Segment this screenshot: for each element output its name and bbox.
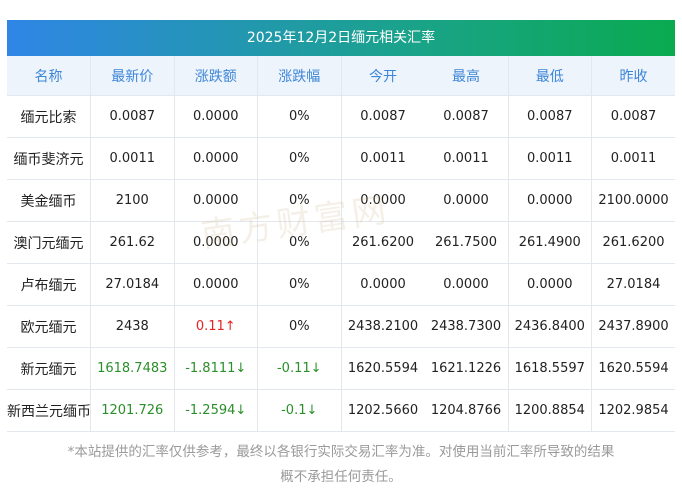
column-header: 涨跌幅 [257, 56, 342, 96]
currency-pair-name: 美金缅币 [7, 179, 91, 222]
table-row: 卢布缅元 27.0184 0.0000 0% 0.0000 0.0000 0.0000 27.… [7, 263, 675, 306]
cell-涨跌幅: 0% [257, 263, 342, 306]
rate-table: 名称 最新价 涨跌额 涨跌幅 今开 最高 最低 昨收 缅元比索 0.0087 0.0000 0% 0.… [7, 56, 675, 432]
table-row: 新元缅元 1618.7483 -1.8111↓ -0.11↓ 1620.5594 1621… [7, 347, 675, 390]
cell-涨跌额: 0.0000 [174, 221, 258, 264]
column-header: 今开 [341, 56, 425, 96]
cell-涨跌额: 0.0000 [174, 263, 258, 306]
cell-昨收: 1202.9854 [591, 389, 675, 432]
cell-最新价: 1618.7483 [90, 347, 175, 390]
cell-涨跌额: 0.11↑ [174, 305, 258, 348]
column-header: 昨收 [591, 56, 675, 96]
currency-pair-name: 新元缅元 [7, 347, 91, 390]
column-header: 最新价 [90, 56, 175, 96]
cell-昨收: 0.0011 [591, 137, 675, 180]
table-row: 澳门元缅元 261.62 0.0000 0% 261.6200 261.7500 261.4… [7, 221, 675, 264]
column-header: 最低 [508, 56, 592, 96]
cell-涨跌额: 0.0000 [174, 137, 258, 180]
cell-最高: 1204.8766 [424, 389, 509, 432]
header-row: 名称 最新价 涨跌额 涨跌幅 今开 最高 最低 昨收 [7, 56, 675, 96]
table-title: 2025年12月2日缅元相关汇率 [7, 20, 675, 56]
column-header: 名称 [7, 56, 91, 96]
column-header: 涨跌额 [174, 56, 258, 96]
cell-涨跌幅: 0% [257, 221, 342, 264]
cell-最低: 0.0000 [508, 179, 592, 222]
cell-最高: 0.0087 [424, 95, 509, 138]
currency-pair-name: 缅币斐济元 [7, 137, 91, 180]
table-row: 美金缅币 2100 0.0000 0% 0.0000 0.0000 0.0000 2100.0… [7, 179, 675, 222]
cell-最新价: 1201.726 [90, 389, 175, 432]
cell-最高: 0.0000 [424, 179, 509, 222]
cell-最新价: 2100 [90, 179, 175, 222]
cell-涨跌额: -1.2594↓ [174, 389, 258, 432]
cell-涨跌幅: 0% [257, 179, 342, 222]
cell-涨跌幅: 0% [257, 137, 342, 180]
cell-今开: 261.6200 [341, 221, 425, 264]
column-header: 最高 [424, 56, 509, 96]
currency-pair-name: 新西兰元缅币 [7, 389, 91, 432]
disclaimer: *本站提供的汇率仅供参考，最终以各银行实际交易汇率为准。对使用当前汇率所导致的结… [7, 440, 675, 490]
cell-昨收: 2100.0000 [591, 179, 675, 222]
cell-涨跌幅: 0% [257, 305, 342, 348]
cell-涨跌额: 0.0000 [174, 95, 258, 138]
cell-今开: 0.0000 [341, 263, 425, 306]
cell-最低: 261.4900 [508, 221, 592, 264]
currency-pair-name: 澳门元缅元 [7, 221, 91, 264]
cell-最低: 2436.8400 [508, 305, 592, 348]
cell-最高: 1621.1226 [424, 347, 509, 390]
cell-最高: 0.0000 [424, 263, 509, 306]
cell-昨收: 27.0184 [591, 263, 675, 306]
cell-最高: 2438.7300 [424, 305, 509, 348]
cell-最低: 1618.5597 [508, 347, 592, 390]
cell-涨跌额: 0.0000 [174, 179, 258, 222]
currency-pair-name: 缅元比索 [7, 95, 91, 138]
disclaimer-line-1: *本站提供的汇率仅供参考，最终以各银行实际交易汇率为准。对使用当前汇率所导致的结… [67, 444, 615, 460]
cell-涨跌幅: -0.1↓ [257, 389, 342, 432]
currency-pair-name: 卢布缅元 [7, 263, 91, 306]
cell-昨收: 1620.5594 [591, 347, 675, 390]
cell-最新价: 0.0011 [90, 137, 175, 180]
cell-涨跌幅: 0% [257, 95, 342, 138]
cell-昨收: 2437.8900 [591, 305, 675, 348]
cell-最低: 0.0087 [508, 95, 592, 138]
cell-涨跌额: -1.8111↓ [174, 347, 258, 390]
currency-pair-name: 欧元缅元 [7, 305, 91, 348]
table-row: 新西兰元缅币 1201.726 -1.2594↓ -0.1↓ 1202.5660 1204… [7, 389, 675, 432]
cell-今开: 0.0011 [341, 137, 425, 180]
cell-最新价: 2438 [90, 305, 175, 348]
cell-今开: 1620.5594 [341, 347, 425, 390]
table-row: 欧元缅元 2438 0.11↑ 0% 2438.2100 2438.7300 2436.84… [7, 305, 675, 348]
table-row: 缅元比索 0.0087 0.0000 0% 0.0087 0.0087 0.0087 0.00… [7, 95, 675, 138]
cell-最低: 1200.8854 [508, 389, 592, 432]
cell-今开: 2438.2100 [341, 305, 425, 348]
cell-最高: 261.7500 [424, 221, 509, 264]
table-row: 缅币斐济元 0.0011 0.0000 0% 0.0011 0.0011 0.0011 0.0… [7, 137, 675, 180]
cell-今开: 0.0087 [341, 95, 425, 138]
rate-table-container: 2025年12月2日缅元相关汇率 名称 最新价 涨跌额 涨跌幅 今开 最高 最低 昨收 缅元比… [7, 20, 675, 432]
cell-最高: 0.0011 [424, 137, 509, 180]
cell-最新价: 27.0184 [90, 263, 175, 306]
cell-最新价: 0.0087 [90, 95, 175, 138]
cell-今开: 1202.5660 [341, 389, 425, 432]
cell-最新价: 261.62 [90, 221, 175, 264]
cell-昨收: 0.0087 [591, 95, 675, 138]
cell-涨跌幅: -0.11↓ [257, 347, 342, 390]
cell-最低: 0.0011 [508, 137, 592, 180]
cell-昨收: 261.6200 [591, 221, 675, 264]
disclaimer-line-2: 概不承担任何责任。 [280, 469, 402, 485]
cell-今开: 0.0000 [341, 179, 425, 222]
cell-最低: 0.0000 [508, 263, 592, 306]
